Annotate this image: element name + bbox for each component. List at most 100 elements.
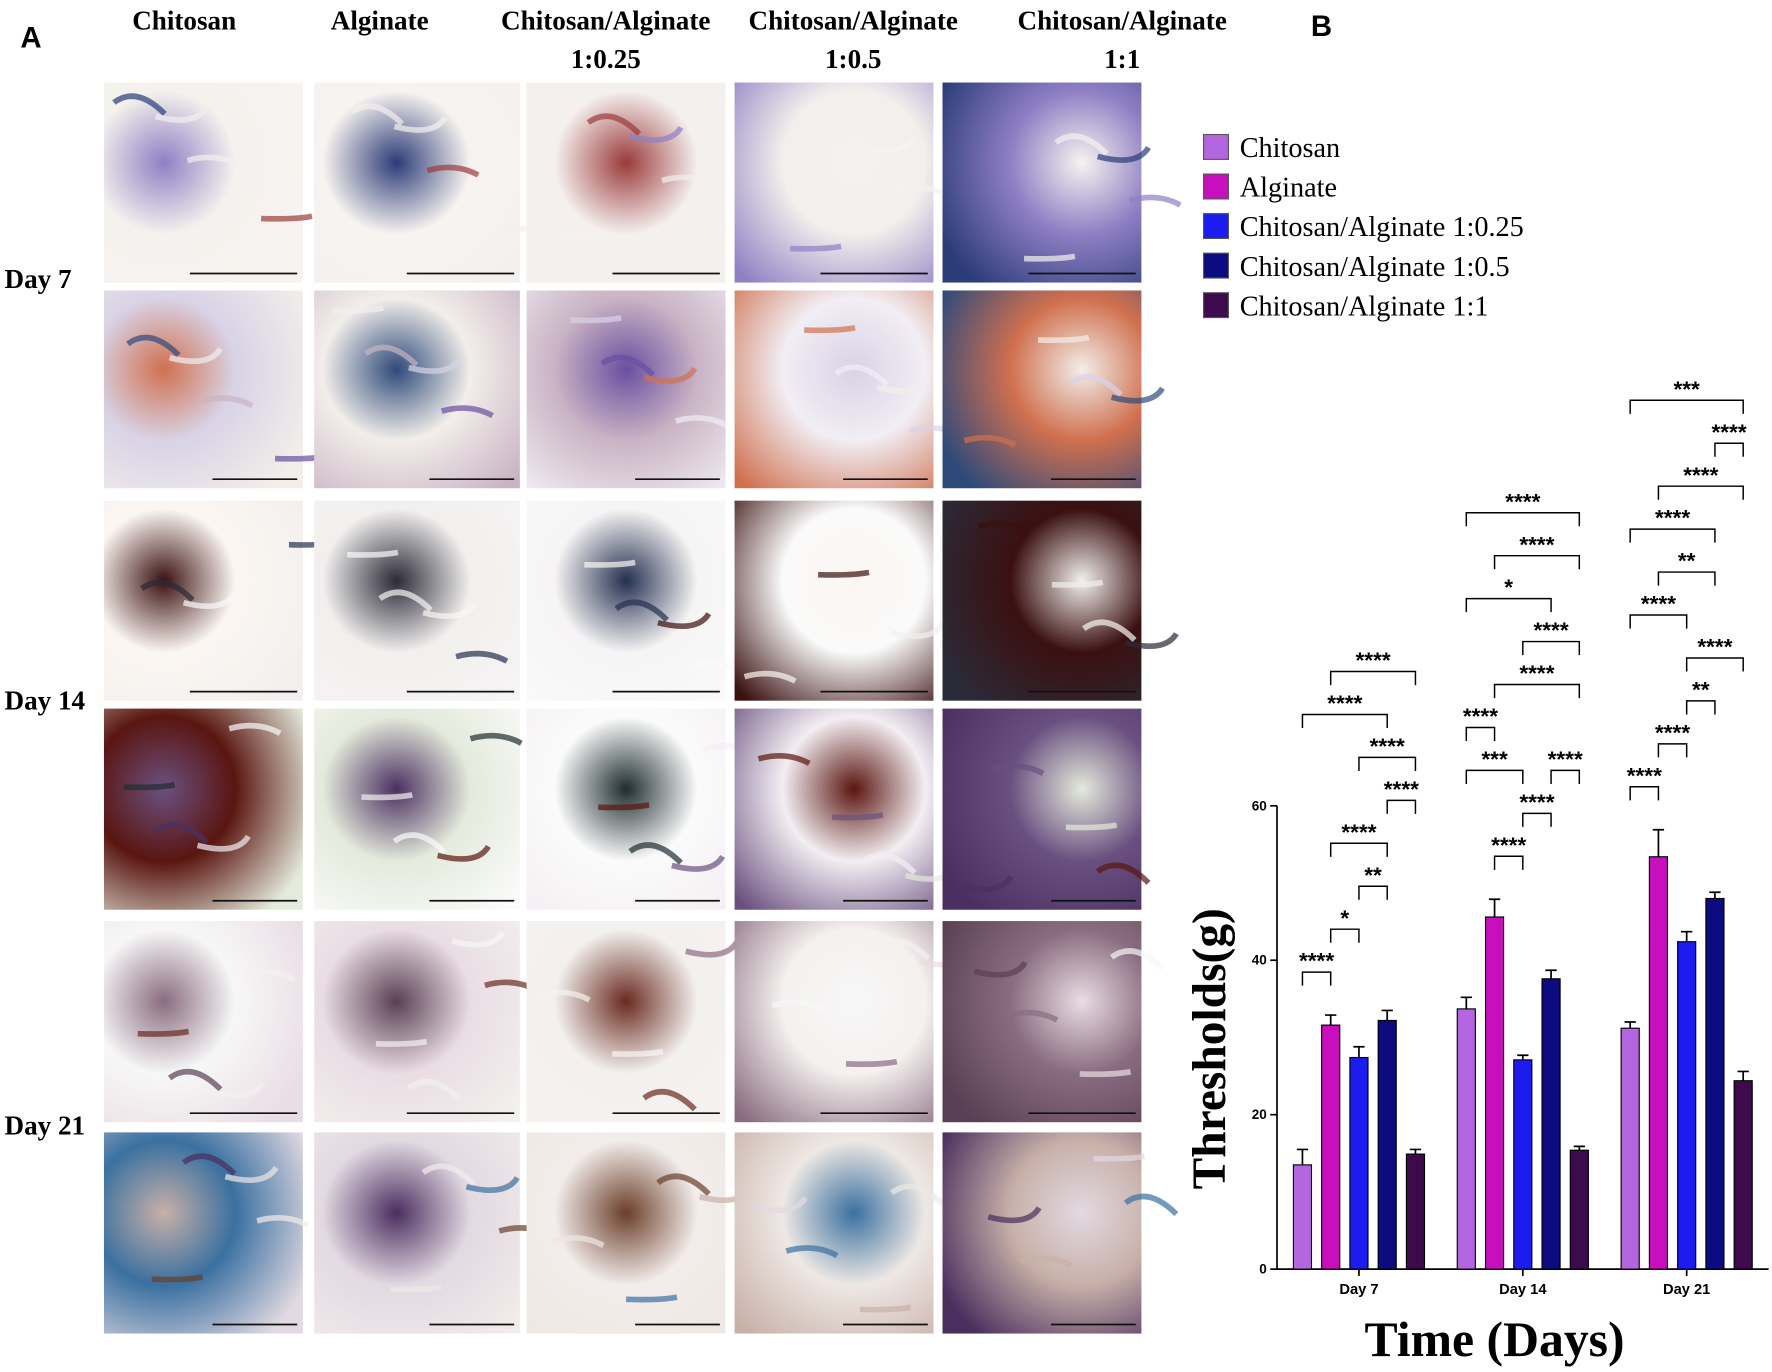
tissue-strand xyxy=(614,599,669,623)
bar xyxy=(1620,1027,1640,1270)
significance-bracket xyxy=(1714,442,1744,457)
tissue-strand xyxy=(785,1245,839,1259)
micrograph xyxy=(103,500,303,701)
micrograph xyxy=(942,921,1142,1123)
tissue-strand xyxy=(818,569,870,578)
significance-bracket xyxy=(1550,769,1581,784)
error-bar xyxy=(1488,898,1501,917)
tissue-strand xyxy=(1079,1068,1132,1078)
tissue-strand xyxy=(228,722,282,736)
significance-bracket xyxy=(1629,528,1716,543)
significance-bracket xyxy=(1522,812,1552,827)
tissue-strand xyxy=(1019,1255,1073,1269)
tissue-strand xyxy=(675,415,729,429)
tissue-strand xyxy=(1068,374,1123,397)
tissue-strand xyxy=(845,1058,898,1067)
column-header: Chitosan xyxy=(132,5,236,35)
tissue-strand xyxy=(753,1196,808,1214)
error-bar xyxy=(1409,1148,1422,1155)
y-tick-label: 0 xyxy=(1259,1262,1267,1277)
significance-bracket xyxy=(1301,971,1332,986)
significance-bracket xyxy=(1465,726,1496,742)
tissue-strand xyxy=(556,233,608,242)
micrograph xyxy=(526,82,726,283)
significance-label: ** xyxy=(1678,549,1696,574)
significance-bracket xyxy=(1685,700,1716,715)
tissue-strand xyxy=(261,213,313,222)
tissue-strand xyxy=(1082,619,1137,643)
significance-label: **** xyxy=(1355,648,1390,673)
bar xyxy=(1349,1056,1369,1270)
tissue-strand xyxy=(863,135,918,153)
significance-bracket xyxy=(1493,855,1524,870)
significance-label: **** xyxy=(1384,777,1419,802)
tissue-strand xyxy=(123,782,176,791)
significance-bracket xyxy=(1301,713,1388,729)
tissue-strand xyxy=(862,852,917,875)
significance-label: **** xyxy=(1299,949,1334,974)
tissue-strand xyxy=(1037,334,1090,344)
y-tick-label: 40 xyxy=(1252,953,1267,968)
micrograph xyxy=(314,708,520,910)
tissue-strand xyxy=(375,1038,428,1047)
error-bar xyxy=(1737,1070,1749,1081)
tissue-strand xyxy=(973,960,1028,978)
error-bar xyxy=(1353,1045,1365,1058)
tissue-strand xyxy=(890,1183,945,1207)
row-label: Day 7 xyxy=(5,264,72,294)
x-tick-label: Day 14 xyxy=(1499,1282,1547,1298)
micrograph xyxy=(314,82,520,283)
micrograph xyxy=(314,290,520,489)
x-tick-label: Day 21 xyxy=(1663,1282,1710,1298)
tissue-strand xyxy=(551,1235,605,1249)
legend-swatch xyxy=(1202,173,1229,200)
tissue-strand xyxy=(959,874,1014,892)
legend-swatch xyxy=(1202,213,1229,240)
tissue-strand xyxy=(643,366,698,384)
tissue-strand xyxy=(407,1078,462,1102)
micrograph xyxy=(734,1132,934,1334)
tissue-strand xyxy=(392,832,448,855)
tissue-strand xyxy=(196,834,251,852)
tissue-strand xyxy=(346,549,399,558)
tissue-strand xyxy=(987,1206,1042,1224)
tissue-strand xyxy=(1093,1153,1146,1162)
error-bar xyxy=(1545,969,1557,979)
tissue-strand xyxy=(408,356,463,374)
tissue-strand xyxy=(1124,631,1179,650)
tissue-strand xyxy=(771,999,825,1013)
bar xyxy=(1377,1019,1397,1270)
error-bar xyxy=(1460,996,1472,1009)
significance-bracket xyxy=(1629,614,1688,629)
significance-bracket xyxy=(1657,571,1716,586)
tissue-strand xyxy=(661,174,715,188)
micrograph xyxy=(526,290,726,489)
column-header: 1:1 xyxy=(1104,44,1140,74)
significance-label: **** xyxy=(1683,463,1718,488)
tissue-strand xyxy=(421,1163,477,1186)
tissue-strand xyxy=(186,154,240,168)
error-bar xyxy=(1296,1148,1309,1165)
error-bar xyxy=(1709,891,1721,899)
tissue-strand xyxy=(426,164,480,178)
significance-label: **** xyxy=(1641,592,1676,617)
tissue-strand xyxy=(1096,145,1151,163)
error-bar xyxy=(1573,1145,1585,1151)
tissue-strand xyxy=(1005,1009,1059,1023)
y-axis-title: Thresholds(g) xyxy=(1184,908,1236,1189)
tissue-strand xyxy=(612,1048,664,1057)
significance-label: **** xyxy=(1655,720,1690,745)
significance-bracket xyxy=(1329,842,1388,857)
tissue-strand xyxy=(256,1215,310,1228)
micrograph xyxy=(734,921,934,1123)
micrograph xyxy=(942,1132,1142,1334)
micrograph xyxy=(942,500,1142,701)
tissue-strand xyxy=(168,347,223,365)
tissue-strand xyxy=(390,1284,442,1293)
tissue-strand xyxy=(1054,133,1109,156)
tissue-strand xyxy=(167,1068,223,1092)
bar xyxy=(1292,1164,1313,1270)
bar xyxy=(1569,1149,1589,1270)
tissue-strand xyxy=(126,334,181,358)
